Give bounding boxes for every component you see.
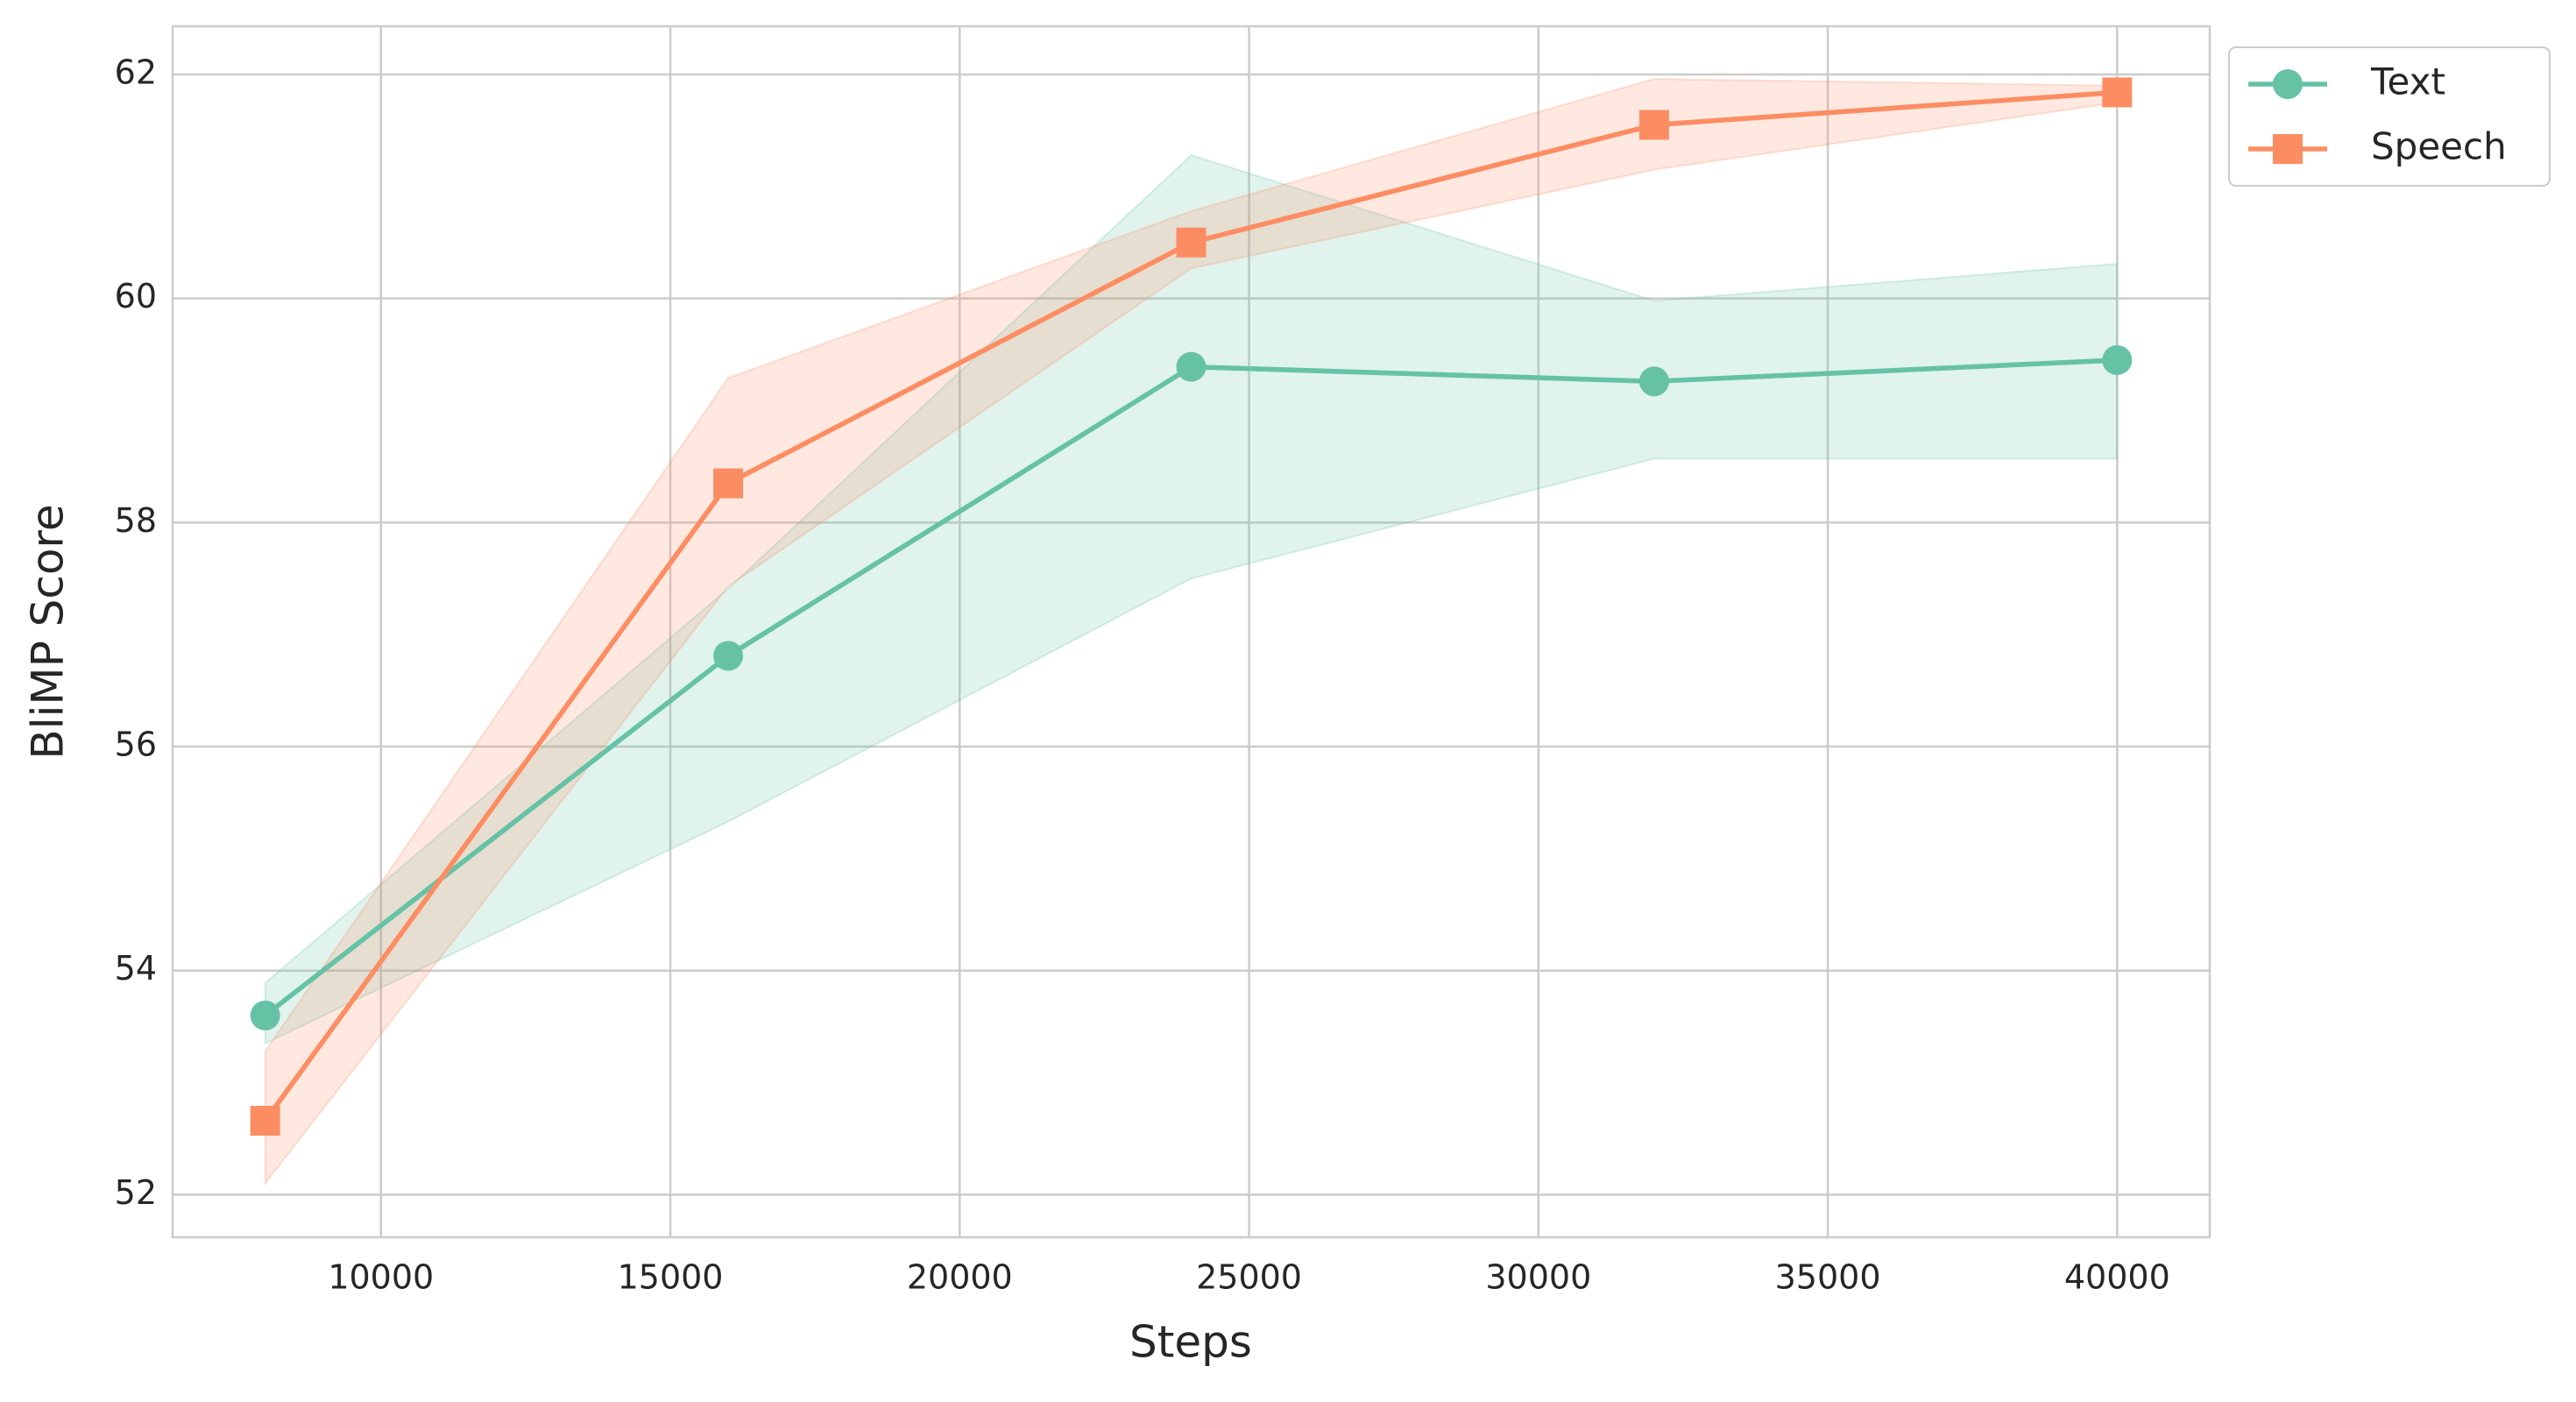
x-axis-label: Steps	[1129, 1317, 1252, 1368]
x-tick-label: 40000	[2064, 1258, 2170, 1297]
x-tick-label: 35000	[1775, 1258, 1881, 1297]
y-tick-label: 54	[115, 949, 157, 988]
y-axis-label: BliMP Score	[23, 504, 74, 759]
marker	[713, 641, 744, 671]
legend-label: Text	[2370, 60, 2445, 103]
y-tick-label: 62	[115, 53, 157, 91]
x-tick-label: 30000	[1485, 1258, 1591, 1297]
grid	[173, 26, 2210, 1237]
x-tick-label: 15000	[618, 1258, 724, 1297]
y-tick-label: 56	[115, 726, 157, 764]
error-band	[264, 153, 2119, 1045]
x-tick-label: 20000	[907, 1258, 1013, 1297]
x-tick-label: 10000	[328, 1258, 434, 1297]
marker	[1176, 227, 1207, 258]
marker	[1638, 110, 1669, 140]
marker	[1638, 366, 1669, 397]
marker	[250, 1000, 280, 1030]
marker	[2102, 77, 2133, 108]
marker	[2273, 134, 2303, 164]
marker	[713, 468, 744, 499]
marker	[2273, 69, 2303, 99]
marker	[1176, 351, 1207, 382]
x-tick-label: 25000	[1196, 1258, 1302, 1297]
y-tick-label: 52	[115, 1173, 157, 1212]
plot-frame	[171, 25, 2212, 1239]
y-tick-label: 60	[115, 277, 157, 315]
legend-label: Speech	[2371, 125, 2507, 168]
marker	[250, 1106, 280, 1136]
y-tick-label: 58	[115, 501, 157, 540]
lines	[250, 77, 2133, 1136]
marker	[2102, 344, 2133, 375]
legend: Text Speech	[2248, 60, 2507, 168]
